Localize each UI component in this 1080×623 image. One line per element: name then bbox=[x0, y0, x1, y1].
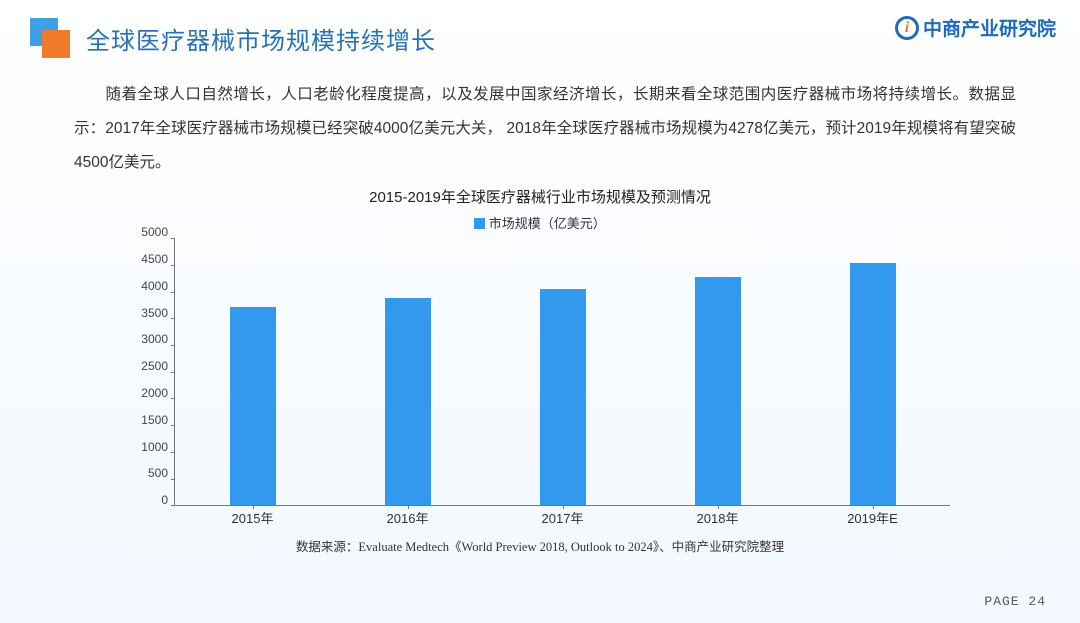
bar-column: 2017年 bbox=[485, 238, 640, 505]
chart-title: 2015-2019年全球医疗器械行业市场规模及预测情况 bbox=[130, 186, 950, 207]
paragraph-text: 随着全球人口自然增长，人口老龄化程度提高，以及发展中国家经济增长，长期来看全球范… bbox=[74, 86, 1016, 171]
bar bbox=[540, 289, 586, 505]
bar bbox=[230, 307, 276, 505]
bar bbox=[385, 298, 431, 505]
plot-area: 2015年2016年2017年2018年2019年E bbox=[174, 238, 950, 506]
legend-swatch bbox=[474, 218, 485, 229]
brand-logo-icon bbox=[895, 16, 919, 40]
legend-label: 市场规模（亿美元） bbox=[489, 216, 606, 231]
x-tick-label: 2019年E bbox=[795, 508, 950, 527]
bar-chart: 2015-2019年全球医疗器械行业市场规模及预测情况 市场规模（亿美元） 50… bbox=[130, 186, 950, 555]
chart-source: 数据来源：Evaluate Medtech《World Preview 2018… bbox=[130, 536, 950, 555]
page-number: PAGE 24 bbox=[984, 594, 1046, 609]
x-tick-label: 2016年 bbox=[330, 508, 485, 527]
x-tick-label: 2018年 bbox=[640, 508, 795, 527]
bar-column: 2018年 bbox=[640, 238, 795, 505]
x-tick-label: 2015年 bbox=[175, 508, 330, 527]
bar bbox=[695, 277, 741, 505]
y-axis: 5000450040003500300025002000150010005000 bbox=[130, 238, 174, 528]
body-paragraph: 随着全球人口自然增长，人口老龄化程度提高，以及发展中国家经济增长，长期来看全球范… bbox=[30, 72, 1050, 180]
title-bullet-icon bbox=[30, 18, 70, 58]
bar-column: 2019年E bbox=[795, 238, 950, 505]
bar-column: 2015年 bbox=[175, 238, 330, 505]
brand-logo-text: 中商产业研究院 bbox=[923, 14, 1056, 41]
x-tick-label: 2017年 bbox=[485, 508, 640, 527]
brand-logo: 中商产业研究院 bbox=[895, 14, 1056, 41]
bar bbox=[850, 263, 896, 505]
bar-column: 2016年 bbox=[330, 238, 485, 505]
chart-legend: 市场规模（亿美元） bbox=[130, 213, 950, 232]
page-title: 全球医疗器械市场规模持续增长 bbox=[86, 21, 436, 56]
